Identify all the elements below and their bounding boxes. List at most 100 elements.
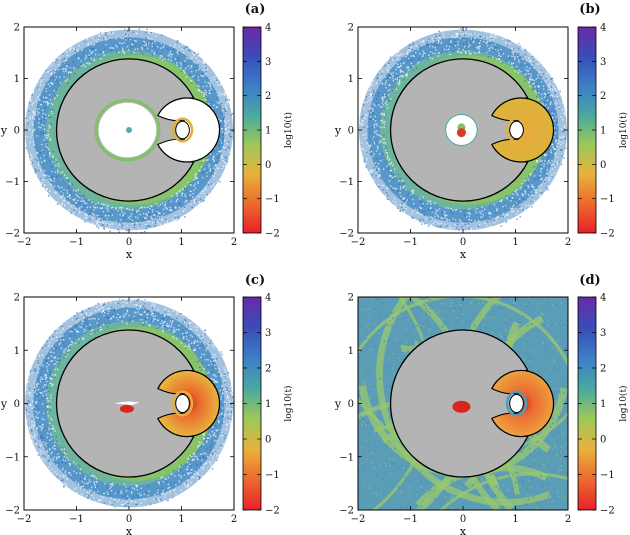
speckle (56, 440, 58, 442)
speckle (52, 425, 54, 428)
speckle (450, 207, 452, 210)
speckle (199, 169, 201, 172)
speckle (407, 51, 409, 53)
speckle (111, 306, 113, 308)
speckle (434, 202, 436, 204)
speckle (66, 483, 68, 486)
speckle (192, 453, 195, 455)
speckle (548, 159, 550, 162)
x-tick-label: −2 (351, 237, 366, 248)
speckle (392, 58, 394, 61)
speckle (175, 484, 177, 486)
speckle (36, 383, 39, 385)
speckle (465, 27, 467, 29)
speckle (64, 174, 66, 176)
speckle (379, 125, 381, 128)
speckle (401, 183, 404, 185)
speckle (486, 51, 488, 54)
speckle (427, 330, 430, 333)
speckle (79, 211, 81, 213)
speckle (225, 107, 228, 110)
speckle (54, 373, 56, 376)
speckle (526, 494, 529, 496)
speckle (382, 158, 385, 160)
speckle (42, 174, 45, 176)
speckle (371, 126, 373, 129)
speckle (377, 175, 379, 177)
speckle (29, 116, 32, 118)
speckle (482, 324, 484, 327)
speckle (94, 486, 97, 488)
speckle (84, 40, 86, 43)
speckle (551, 168, 554, 170)
speckle (463, 38, 465, 40)
speckle (535, 91, 537, 94)
speckle (43, 441, 45, 443)
speckle (547, 161, 550, 163)
speckle (368, 86, 371, 88)
speckle (524, 80, 526, 82)
speckle (70, 191, 73, 193)
speckle (65, 59, 68, 62)
speckle (204, 92, 206, 95)
speckle (503, 508, 506, 510)
speckle (67, 345, 70, 348)
speckle (130, 46, 132, 48)
speckle (48, 195, 50, 197)
speckle (493, 317, 496, 320)
speckle (407, 486, 410, 489)
speckle (395, 59, 397, 61)
speckle (553, 110, 555, 113)
speckle (216, 153, 218, 156)
speckle (183, 333, 185, 336)
speckle (42, 378, 45, 381)
speckle (490, 34, 492, 36)
speckle (25, 409, 28, 411)
speckle (554, 132, 557, 134)
speckle (140, 313, 142, 316)
speckle (218, 373, 220, 375)
speckle (484, 208, 486, 211)
speckle (549, 425, 552, 428)
speckle (388, 75, 390, 77)
speckle (45, 411, 48, 413)
speckle (222, 165, 225, 167)
speckle (163, 496, 166, 499)
speckle (60, 347, 62, 349)
speckle (141, 206, 144, 209)
speckle (64, 197, 66, 199)
speckle (403, 467, 405, 470)
speckle (514, 58, 516, 61)
colorbar-tick-label: 0 (265, 160, 271, 171)
speckle (68, 344, 71, 346)
speckle (161, 493, 164, 495)
speckle (434, 216, 436, 218)
speckle (439, 34, 441, 37)
speckle (194, 339, 196, 342)
speckle (89, 56, 91, 58)
speckle (223, 108, 225, 110)
speckle (134, 212, 137, 214)
speckle (180, 476, 183, 479)
speckle (375, 175, 377, 177)
speckle (560, 464, 563, 467)
speckle (45, 395, 48, 397)
speckle (170, 323, 173, 326)
speckle (26, 119, 29, 122)
speckle (367, 110, 369, 112)
speckle (540, 171, 542, 173)
speckle (191, 469, 193, 471)
speckle (146, 36, 149, 38)
speckle (543, 153, 545, 155)
speckle (50, 123, 52, 125)
speckle (71, 316, 73, 318)
x-tick-label: −2 (17, 514, 32, 525)
speckle (107, 36, 109, 38)
speckle (191, 456, 193, 458)
speckle (51, 427, 53, 430)
speckle (446, 29, 449, 31)
speckle (511, 62, 513, 64)
speckle (197, 446, 199, 448)
speckle (398, 81, 401, 83)
speckle (206, 68, 209, 70)
